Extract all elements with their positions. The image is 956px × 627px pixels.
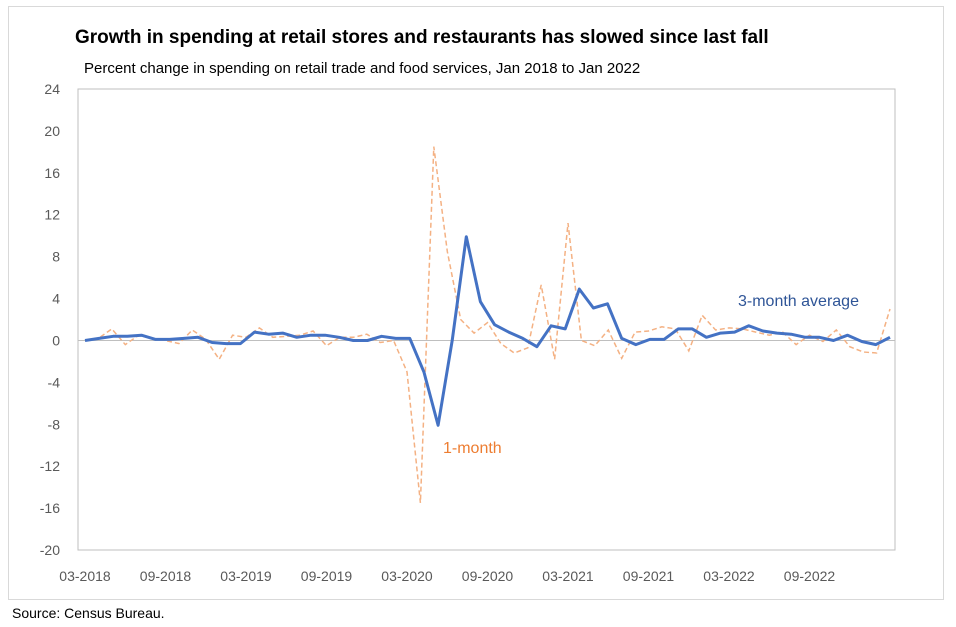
chart-frame [8, 6, 944, 600]
x-tick-label: 09-2018 [140, 568, 192, 584]
x-tick-label: 03-2018 [59, 568, 111, 584]
annotation-3-month-average: 3-month average [738, 293, 859, 310]
y-tick-label: 8 [52, 249, 60, 265]
y-axis: 24 20 16 12 8 4 0 -4 -8 -12 -16 -20 [40, 81, 60, 558]
x-tick-label: 03-2019 [220, 568, 272, 584]
chart-title: Growth in spending at retail stores and … [75, 27, 769, 48]
y-tick-label: -16 [40, 500, 60, 516]
y-tick-label: -8 [48, 416, 61, 432]
x-tick-label: 09-2021 [623, 568, 675, 584]
plot-area-border [77, 88, 896, 551]
annotation-1-month: 1-month [443, 440, 502, 457]
y-tick-label: 12 [44, 207, 60, 223]
series-line-3-month-average [84, 235, 891, 427]
y-tick-label: 4 [52, 291, 60, 307]
x-tick-label: 09-2020 [462, 568, 514, 584]
y-tick-label: 16 [44, 165, 60, 181]
y-tick-label: -4 [48, 374, 61, 390]
x-axis: 03-2018 09-2018 03-2019 09-2019 03-2020 09-20… [59, 568, 835, 584]
y-tick-label: -20 [40, 542, 60, 558]
x-tick-label: 03-2022 [703, 568, 755, 584]
y-tick-label: 24 [44, 81, 60, 97]
x-tick-label: 09-2019 [301, 568, 353, 584]
chart-subtitle: Percent change in spending on retail tra… [84, 60, 641, 77]
source-note: Source: Census Bureau. [12, 605, 165, 621]
x-tick-label: 03-2020 [381, 568, 433, 584]
x-tick-label: 03-2021 [542, 568, 594, 584]
y-tick-label: 20 [44, 123, 60, 139]
series-line-1-month [84, 146, 891, 503]
y-tick-label: -12 [40, 458, 60, 474]
y-tick-label: 0 [52, 332, 60, 348]
x-tick-label: 09-2022 [784, 568, 836, 584]
